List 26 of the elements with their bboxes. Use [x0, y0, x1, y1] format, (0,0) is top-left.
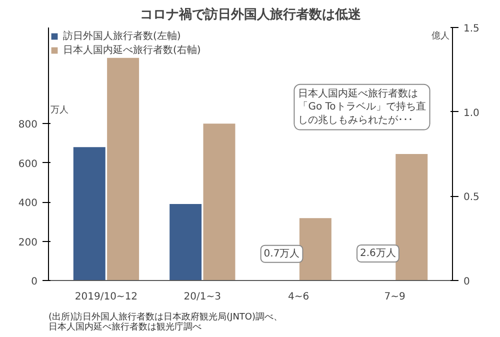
y-tick-label: 600 [18, 158, 38, 170]
bar [396, 154, 428, 280]
bar [107, 58, 140, 280]
y-tick-label: 400 [18, 198, 38, 210]
bar [299, 218, 332, 280]
y2-tick-label: 0.5 [464, 192, 480, 204]
y2-tick-label: 1.0 [464, 108, 480, 119]
text: (出所)訪日外国人旅行者数は日本政府観光局(JNTO)調べ、日本人国内延べ旅行者数は観光庁調べ [48, 312, 283, 332]
bar [203, 124, 236, 280]
x-tick-label: 4~6 [288, 292, 310, 302]
y2-axis-title: 億人 [432, 30, 450, 42]
y-axis-title: 万人 [50, 104, 68, 116]
y2-tick-label: 0 [464, 276, 470, 288]
y-tick-label: 200 [18, 237, 38, 248]
y-tick-label: 800 [18, 120, 38, 131]
data-label: 0.7万人 [264, 248, 300, 260]
data-label: 2.6万人 [360, 248, 396, 259]
legend-label: 訪日外国人旅行者数(左軸) [63, 30, 181, 43]
annotation: 日本人国内延べ旅行者数は「Go Toトラベル」で持ち直しの兆しもみられたが･･･ [298, 87, 426, 126]
y-tick-label: 0 [31, 276, 38, 288]
legend-label: 日本人国内延べ旅行者数(右軸) [63, 44, 201, 57]
chart-title: コロナ禍で訪日外国人旅行者数は低迷 [140, 6, 362, 22]
x-tick-label: 2019/10~12 [74, 292, 138, 302]
x-tick-label: 7~9 [384, 292, 406, 302]
x-tick-label: 20/1~3 [184, 292, 222, 302]
y2-tick-label: 1.5 [464, 24, 480, 34]
